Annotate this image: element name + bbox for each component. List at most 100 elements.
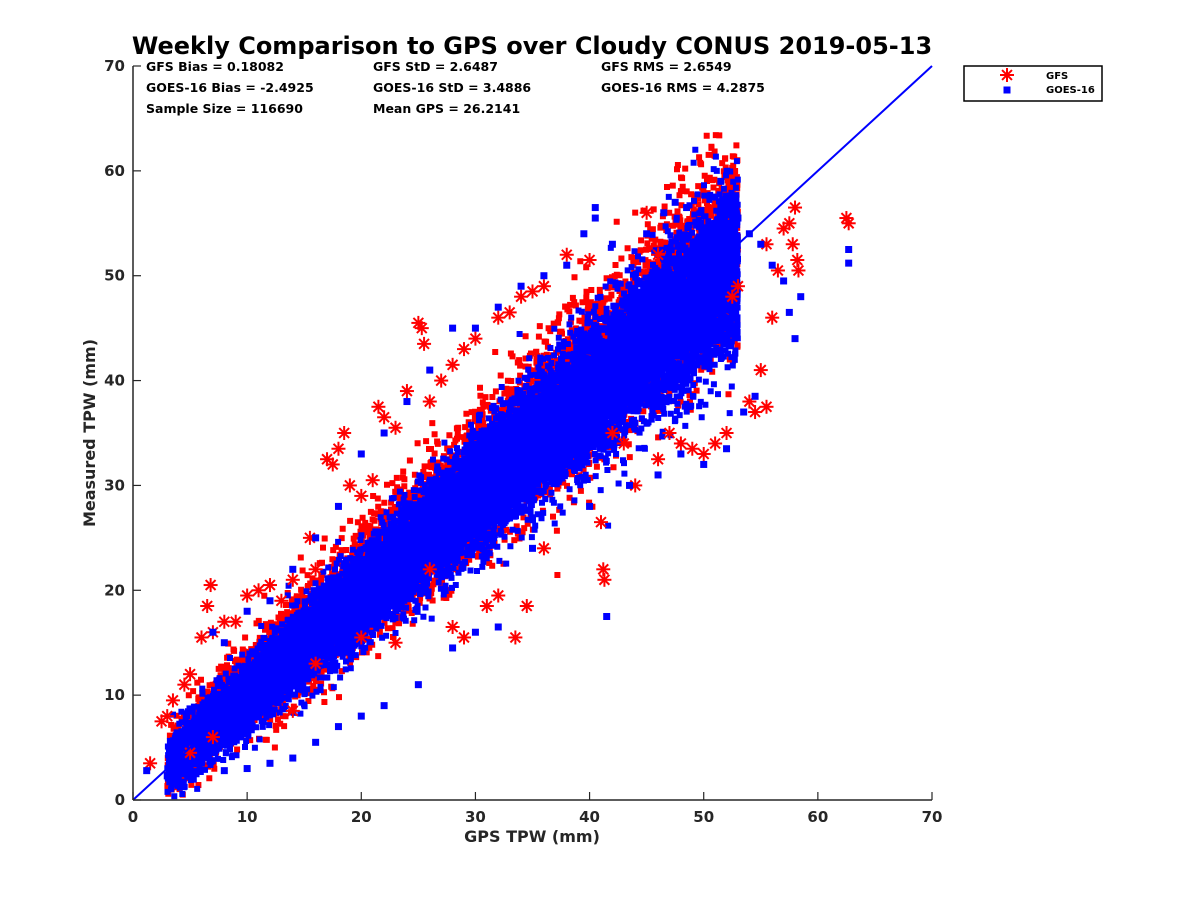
gfs-point bbox=[673, 436, 688, 451]
goes-16-point bbox=[220, 767, 228, 775]
stat-sample-size: Sample Size = 116690 bbox=[146, 101, 303, 116]
goes-16-point bbox=[529, 544, 536, 552]
goes-16-point bbox=[717, 177, 725, 185]
goes-16-point bbox=[426, 366, 434, 374]
goes-16-point bbox=[683, 204, 691, 212]
gfs-point bbox=[251, 583, 266, 598]
goes-16-point bbox=[403, 398, 411, 406]
y-tick-label: 20 bbox=[104, 581, 125, 599]
gfs-point bbox=[325, 457, 340, 472]
goes-16-point bbox=[603, 613, 611, 620]
goes-16-point bbox=[289, 754, 297, 762]
gfs-point bbox=[240, 588, 255, 603]
gfs-point bbox=[457, 342, 472, 357]
gfs-point bbox=[457, 630, 472, 645]
y-tick-label: 30 bbox=[104, 476, 125, 494]
goes-16-point bbox=[471, 324, 479, 332]
y-tick-label: 40 bbox=[104, 372, 125, 390]
goes-16-point bbox=[266, 597, 274, 605]
gfs-point bbox=[337, 426, 352, 440]
gfs-point bbox=[651, 452, 666, 467]
gfs-point bbox=[371, 399, 386, 414]
gfs-point bbox=[217, 614, 232, 629]
goes-16-point bbox=[220, 639, 228, 647]
x-tick-label: 10 bbox=[237, 808, 258, 826]
gfs-point bbox=[331, 441, 346, 456]
goes-16-point bbox=[791, 335, 799, 343]
goes-16-point bbox=[711, 193, 719, 201]
point-clouds bbox=[164, 132, 741, 800]
x-tick-label: 50 bbox=[693, 808, 714, 826]
gfs-point bbox=[479, 599, 494, 614]
gfs-point bbox=[468, 331, 483, 346]
goes-16-point bbox=[494, 623, 502, 631]
goes-16-point bbox=[143, 767, 151, 775]
x-tick-label: 70 bbox=[922, 808, 943, 826]
goes-16-point bbox=[334, 723, 342, 731]
legend-goes-label: GOES-16 bbox=[1046, 85, 1095, 96]
goes-16-point bbox=[186, 762, 194, 770]
stat-mean-gps: Mean GPS = 26.2141 bbox=[373, 101, 520, 116]
gfs-point bbox=[491, 588, 506, 603]
x-tick-label: 30 bbox=[465, 808, 486, 826]
x-tick-label: 60 bbox=[807, 808, 828, 826]
data-points bbox=[143, 177, 856, 780]
gfs-point bbox=[365, 473, 380, 488]
goes-16-point bbox=[845, 259, 853, 267]
gfs-point bbox=[445, 619, 460, 634]
x-axis-label: GPS TPW (mm) bbox=[464, 827, 600, 846]
y-tick-label: 60 bbox=[104, 162, 125, 180]
gfs-point bbox=[790, 252, 805, 267]
gfs-point bbox=[525, 284, 540, 299]
gfs-point bbox=[791, 263, 806, 278]
legend-gfs-label: GFS bbox=[1046, 71, 1068, 82]
goes-16-point bbox=[780, 277, 788, 285]
gfs-point bbox=[596, 562, 611, 577]
gfs-point bbox=[417, 336, 432, 351]
goes-16-point bbox=[677, 450, 685, 458]
goes-16-point bbox=[626, 481, 634, 489]
goes-16-point bbox=[785, 308, 793, 316]
goes-16-point bbox=[243, 765, 251, 773]
goes-16-point bbox=[643, 230, 651, 238]
gfs-point bbox=[354, 630, 369, 645]
gfs-point bbox=[165, 693, 180, 708]
stat-gfs-std: GFS StD = 2.6487 bbox=[373, 59, 498, 74]
axes: 0 10 20 30 40 50 60 70 0 10 20 30 40 50 60 70 bbox=[104, 57, 942, 826]
gfs-point bbox=[753, 363, 768, 378]
gfs-point bbox=[203, 578, 218, 593]
goes-16-point bbox=[163, 772, 171, 780]
goes-16-point bbox=[209, 628, 217, 636]
gfs-point bbox=[422, 394, 437, 409]
goes-16-point bbox=[197, 749, 205, 757]
gfs-point bbox=[519, 599, 534, 614]
gfs-point bbox=[399, 384, 414, 399]
goes-16-point bbox=[671, 198, 679, 206]
gfs-point bbox=[414, 321, 429, 336]
stat-goes-bias: GOES-16 Bias = -2.4925 bbox=[146, 80, 314, 95]
gfs-point bbox=[354, 488, 369, 503]
goes-16-point bbox=[700, 460, 708, 468]
gfs-point bbox=[434, 373, 449, 388]
gfs-point bbox=[200, 599, 215, 614]
goes-16-point bbox=[654, 471, 662, 479]
goes-16-point bbox=[357, 450, 365, 458]
goes-16-point bbox=[449, 324, 457, 332]
gfs-point bbox=[748, 405, 763, 420]
gfs-point bbox=[536, 279, 551, 294]
gfs-point bbox=[377, 410, 392, 425]
y-tick-label: 70 bbox=[104, 57, 125, 75]
gfs-point bbox=[593, 515, 608, 530]
gfs-point bbox=[205, 730, 220, 745]
gfs-point bbox=[582, 252, 597, 267]
gfs-point bbox=[183, 667, 198, 682]
gfs-point bbox=[841, 216, 856, 231]
goes-16-point bbox=[608, 240, 616, 248]
goes-16-point bbox=[845, 246, 853, 253]
legend: GFS GOES-16 bbox=[963, 65, 1103, 102]
legend-goes-marker bbox=[1003, 86, 1011, 94]
legend-gfs-asterisk bbox=[1000, 68, 1014, 82]
gfs-point bbox=[514, 289, 529, 304]
goes-16-point bbox=[243, 607, 251, 615]
stat-gfs-rms: GFS RMS = 2.6549 bbox=[601, 59, 732, 74]
